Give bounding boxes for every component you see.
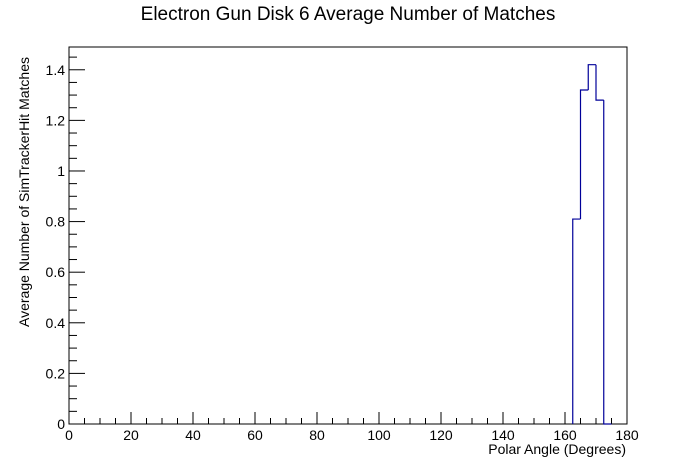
y-tick-label: 0 xyxy=(57,416,65,432)
histogram-bin xyxy=(596,65,604,100)
y-tick-label: 0.4 xyxy=(46,315,66,331)
y-tick-label: 0.6 xyxy=(46,264,66,280)
x-axis-label: Polar Angle (Degrees) xyxy=(488,441,626,457)
y-tick-label: 1 xyxy=(57,163,65,179)
histogram-series xyxy=(573,65,612,424)
x-tick-label: 80 xyxy=(309,427,325,443)
x-tick-label: 0 xyxy=(65,427,73,443)
y-axis: 0 0.2 0.4 0.6 0.8 1 1.2 1.4 xyxy=(46,57,85,432)
x-tick-label: 20 xyxy=(123,427,139,443)
plot-frame xyxy=(69,47,627,424)
y-tick-label: 1.2 xyxy=(46,112,66,128)
x-tick-label: 60 xyxy=(247,427,263,443)
y-tick-label: 1.4 xyxy=(46,62,66,78)
x-tick-label: 100 xyxy=(367,427,391,443)
histogram-bin xyxy=(588,65,596,90)
x-axis: 0 20 40 60 80 100 120 140 160 180 xyxy=(65,412,639,443)
y-axis-label: Average Number of SimTrackerHit Matches xyxy=(16,57,32,327)
histogram-bin xyxy=(573,219,581,424)
x-tick-label: 40 xyxy=(185,427,201,443)
y-tick-label: 0.8 xyxy=(46,214,66,230)
histogram-bin xyxy=(581,90,589,219)
y-tick-label: 0.2 xyxy=(46,365,66,381)
x-tick-label: 120 xyxy=(429,427,453,443)
histogram-bin xyxy=(604,100,612,424)
